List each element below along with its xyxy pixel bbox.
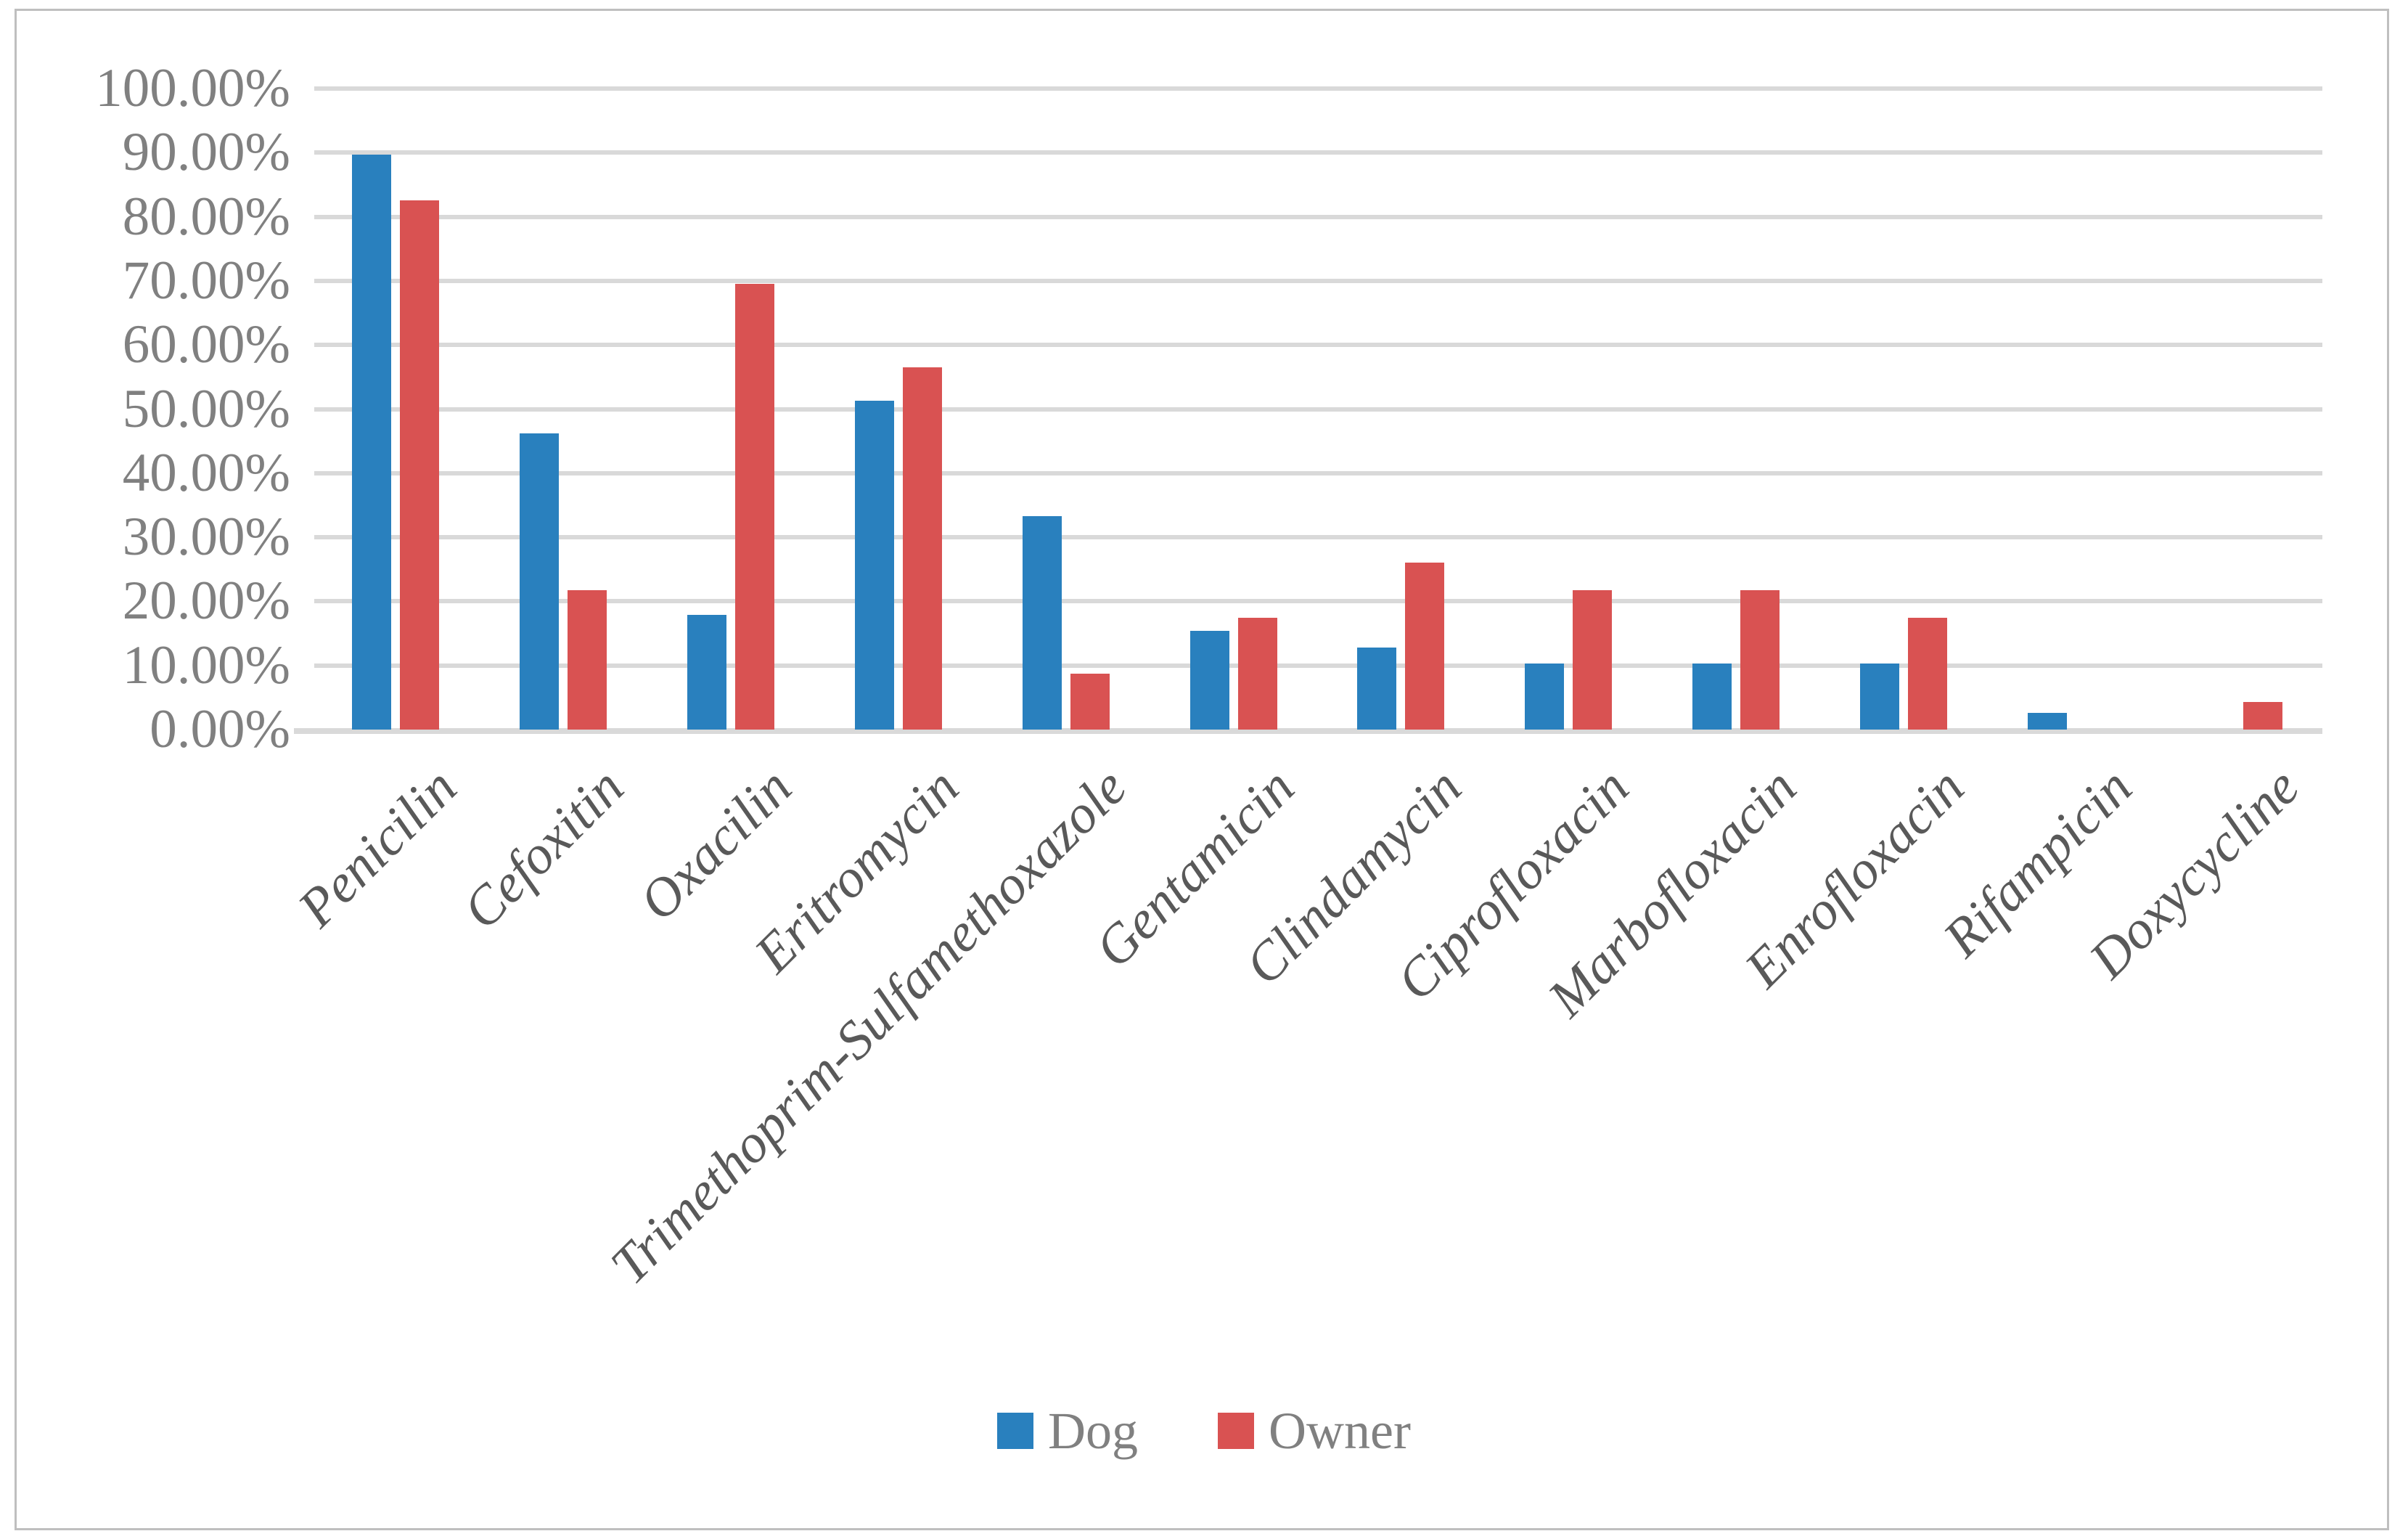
- legend-swatch-dog: [997, 1413, 1034, 1449]
- y-tick-80pct: 80.00%: [122, 186, 290, 247]
- y-tick-70pct: 70.00%: [122, 250, 290, 311]
- bar-owner-ciprofloxacin: [1573, 590, 1613, 730]
- bar-dog-enrofloxacin: [1859, 664, 1899, 730]
- bar-dog-eritromycin: [854, 401, 894, 730]
- y-tick-20pct: 20.00%: [122, 571, 290, 632]
- legend-swatch-owner: [1218, 1413, 1255, 1449]
- bar-dog-rifampicin: [2027, 713, 2067, 730]
- y-tick-50pct: 50.00%: [122, 378, 290, 439]
- legend: Dog Owner: [0, 1405, 2408, 1457]
- gridline-80pct: [314, 214, 2322, 219]
- y-tick-10pct: 10.00%: [122, 634, 290, 695]
- bar-owner-oxacilin: [735, 283, 775, 730]
- gridline-60pct: [314, 343, 2322, 348]
- y-tick-40pct: 40.00%: [122, 442, 290, 503]
- bar-owner-gentamicin: [1237, 618, 1277, 730]
- legend-item-owner: Owner: [1218, 1405, 1411, 1457]
- bar-owner-penicilin: [400, 200, 440, 730]
- bar-owner-eritromycin: [902, 367, 942, 730]
- bar-dog-cefoxitin: [520, 433, 560, 730]
- bar-owner-enrofloxacin: [1907, 618, 1947, 730]
- y-tick-0pct: 0.00%: [150, 699, 290, 759]
- legend-item-dog: Dog: [997, 1405, 1138, 1457]
- bar-dog-oxacilin: [687, 614, 727, 730]
- bar-dog-marbofloxacin: [1692, 664, 1732, 730]
- gridline-30pct: [314, 535, 2322, 540]
- x-axis-line: [294, 728, 2322, 734]
- bar-dog-penicilin: [352, 154, 392, 730]
- gridline-20pct: [314, 599, 2322, 604]
- y-tick-90pct: 90.00%: [122, 122, 290, 183]
- gridline-50pct: [314, 407, 2322, 412]
- bar-dog-ciprofloxacin: [1525, 664, 1565, 730]
- gridline-100pct: [314, 86, 2322, 91]
- bar-owner-trimethoprim-sulfamethoxazole: [1070, 674, 1110, 730]
- y-tick-60pct: 60.00%: [122, 314, 290, 375]
- bar-dog-trimethoprim-sulfamethoxazole: [1022, 515, 1062, 730]
- legend-label-dog: Dog: [1048, 1402, 1139, 1460]
- legend-label-owner: Owner: [1269, 1402, 1411, 1460]
- gridline-70pct: [314, 278, 2322, 283]
- gridline-90pct: [314, 150, 2322, 155]
- y-tick-100pct: 100.00%: [95, 58, 290, 118]
- bar-owner-doxycycline: [2243, 701, 2282, 730]
- bar-dog-gentamicin: [1189, 631, 1229, 730]
- y-tick-30pct: 30.00%: [122, 507, 290, 568]
- bar-owner-marbofloxacin: [1740, 590, 1780, 730]
- bar-owner-cefoxitin: [568, 590, 607, 730]
- gridline-10pct: [314, 663, 2322, 668]
- bar-dog-clindamycin: [1357, 647, 1397, 730]
- gridline-40pct: [314, 470, 2322, 475]
- bar-owner-clindamycin: [1405, 562, 1445, 730]
